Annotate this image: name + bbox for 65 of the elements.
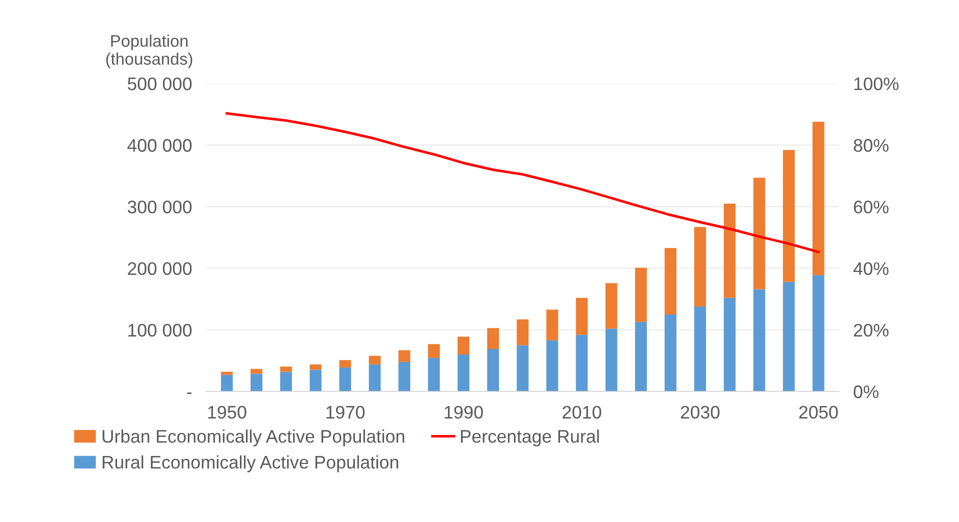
- bar: [280, 366, 292, 372]
- x-tick-label: 1990: [444, 406, 483, 419]
- bar: [812, 275, 824, 392]
- y-tick-label: -: [187, 392, 192, 394]
- bar: [576, 298, 588, 335]
- bar: [458, 336, 470, 355]
- bar: [694, 306, 706, 392]
- bar: [428, 358, 440, 392]
- bar: [368, 356, 381, 364]
- bar: [250, 374, 262, 392]
- y2-tick-label: 80%: [854, 139, 889, 152]
- y-tick-label: 200 000: [128, 262, 192, 276]
- y-tick-label: 500 000: [128, 77, 192, 90]
- legend-label: Urban Economically Active Population: [102, 430, 404, 446]
- bar: [753, 289, 766, 392]
- x-tick-label: 2010: [562, 406, 602, 419]
- y-tick-label: 400 000: [127, 139, 192, 152]
- bar: [782, 150, 795, 282]
- bar: [605, 328, 618, 392]
- x-tick-label: 1950: [208, 406, 246, 419]
- bar: [605, 283, 618, 329]
- bar: [576, 334, 588, 392]
- bar: [546, 340, 558, 392]
- x-tick-label: 2050: [799, 406, 838, 419]
- bar: [516, 345, 529, 392]
- y-tick-label: 300 000: [128, 200, 192, 214]
- bar: [250, 368, 262, 374]
- bar: [280, 372, 292, 392]
- y-tick-label: 100 000: [128, 324, 192, 337]
- bar: [398, 350, 410, 362]
- bar: [664, 314, 676, 392]
- y2-tick-label: 40%: [853, 262, 889, 276]
- y2-tick-label: 100%: [854, 77, 899, 90]
- bar: [664, 248, 676, 315]
- bar: [753, 178, 766, 290]
- bar: [635, 268, 647, 322]
- bar: [458, 354, 470, 392]
- y-axis-title: Population (thousands): [106, 34, 192, 68]
- bar: [428, 344, 440, 358]
- bar: [724, 204, 736, 298]
- bar: [398, 362, 410, 392]
- bar: [782, 282, 795, 392]
- bar: [339, 367, 352, 392]
- y2-tick-label: 20%: [854, 324, 889, 337]
- bar: [310, 370, 322, 392]
- y2-tick-label: 0%: [854, 385, 878, 398]
- bar: [724, 298, 736, 392]
- bar: [310, 364, 322, 370]
- x-tick-label: 1970: [326, 406, 365, 419]
- bar: [487, 349, 499, 392]
- bar: [220, 374, 233, 392]
- y2-tick-label: 60%: [854, 200, 889, 214]
- bar: [812, 122, 824, 276]
- line-series: [226, 112, 820, 254]
- bar: [516, 319, 529, 346]
- bar: [368, 364, 381, 392]
- bar: [220, 372, 233, 375]
- bar: [635, 322, 647, 392]
- legend-label: Percentage Rural: [460, 430, 599, 446]
- bar: [546, 310, 558, 340]
- x-tick-label: 2030: [680, 406, 720, 419]
- bar: [339, 360, 352, 368]
- bar: [694, 227, 706, 306]
- bar: [487, 328, 499, 349]
- legend-label: Rural Economically Active Population: [102, 455, 398, 472]
